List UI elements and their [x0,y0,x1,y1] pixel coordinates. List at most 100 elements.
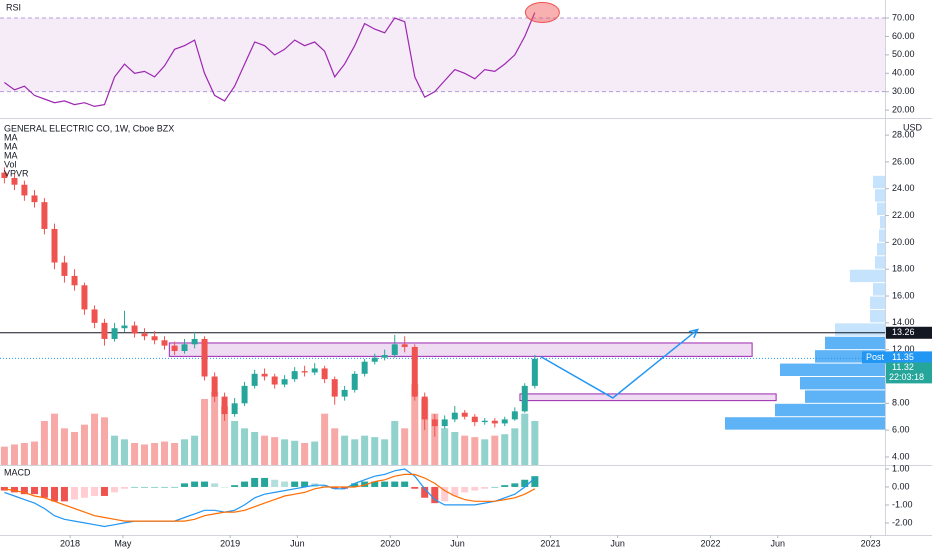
candle-body [471,416,478,423]
macd-histogram-bar [80,486,88,498]
zone [519,393,777,402]
volume-bar [511,428,519,465]
volume-bar [51,413,59,465]
volume-bar [301,443,309,465]
volume-bar [321,413,329,465]
volume-bar [151,443,159,465]
macd-histogram-bar [31,486,39,495]
volume-bar [331,428,339,465]
candle-body [481,420,488,423]
volume-bar [20,443,28,465]
candle-body [501,419,508,424]
candle-body [531,358,538,386]
candle-body [311,368,318,373]
candle-body [271,376,278,385]
candle-body [331,379,338,397]
x-tick-label: Jun [450,538,465,548]
candle-body [221,396,228,415]
volume-bar [31,441,39,465]
macd-histogram-bar [521,479,529,487]
macd-histogram-bar [161,486,169,488]
volume-bar [120,439,128,465]
volume-bar [351,439,359,465]
volume-bar [91,413,99,465]
macd-histogram-bar [351,483,359,487]
volume-bar [221,406,229,465]
macd-histogram-bar [421,486,429,498]
volume-profile-bar [835,323,885,336]
volume-profile-bar [780,363,885,376]
candle-body [231,403,238,415]
macd-histogram-bar [261,477,269,487]
post-value: 11.35 [892,352,914,362]
volume-bar [181,439,189,465]
macd-histogram-bar [381,481,389,487]
x-tick-label: 2021 [540,538,560,548]
volume-bar [491,435,499,465]
macd-histogram-bar [20,486,28,495]
macd-histogram-bar [271,479,279,487]
volume-bar [0,446,8,465]
macd-histogram-bar [221,486,229,488]
volume-bar [531,421,539,465]
volume-profile-bar [870,296,885,309]
volume-bar [291,440,299,465]
macd-histogram-bar [361,481,369,487]
volume-bar [411,384,419,465]
x-tick-label: 2023 [861,538,881,548]
y-tick-label: 28.00 [892,129,915,139]
volume-profile-bar [875,189,885,202]
volume-bar [251,432,259,465]
y-tick-label: -1.00 [892,499,913,509]
candle-body [431,419,438,427]
x-tick-label: Jun [610,538,625,548]
macd-histogram-bar [391,481,399,487]
hline-label-box [886,326,932,339]
macd-histogram-bar [431,486,439,504]
candle-body [61,262,68,276]
candle-body [321,368,328,380]
volume-profile-bar [775,403,885,417]
candle-body [381,355,388,358]
y-tick-label: 26.00 [892,156,915,166]
macd-histogram-bar [10,486,18,493]
y-tick-label: 14.00 [892,317,915,327]
macd-histogram-bar [100,486,108,496]
y-tick-label: 4.00 [892,451,910,461]
x-tick-label: 2019 [220,538,240,548]
candle-body [141,333,148,337]
macd-histogram-bar [171,486,179,488]
chart-title: GENERAL ELECTRIC CO, 1W, Cboe BZX [4,123,174,133]
macd-title: MACD [4,467,31,477]
y-tick-label: 40.00 [892,68,915,78]
volume-profile-bar [850,269,885,283]
macd-histogram-bar [151,486,159,488]
y-tick-label: 20.00 [892,237,915,247]
candle-body [301,371,308,373]
macd-histogram-bar [471,486,479,491]
candle-body [441,419,448,427]
volume-profile-bar [873,283,885,296]
y-tick-label: 8.00 [892,398,910,408]
x-tick-label: Jun [290,538,305,548]
macd-histogram-bar [451,486,459,496]
volume-bar [10,444,18,465]
candle-body [461,412,468,417]
volume-bar [421,399,429,465]
candle-body [251,373,258,386]
volume-bar [60,428,68,465]
y-tick-label: 0.00 [892,481,910,491]
candle-body [1,172,8,179]
volume-profile-bar [870,309,885,323]
candle-body [341,389,348,397]
macd-histogram-bar [71,486,79,500]
candle-body [361,361,368,374]
macd-histogram-bar [281,481,289,487]
candle-body [211,376,218,397]
macd-histogram-bar [140,486,148,488]
volume-bar [161,441,169,465]
macd-histogram-bar [371,481,379,487]
volume-profile-bar [877,242,885,256]
volume-profile-bar [800,376,885,390]
